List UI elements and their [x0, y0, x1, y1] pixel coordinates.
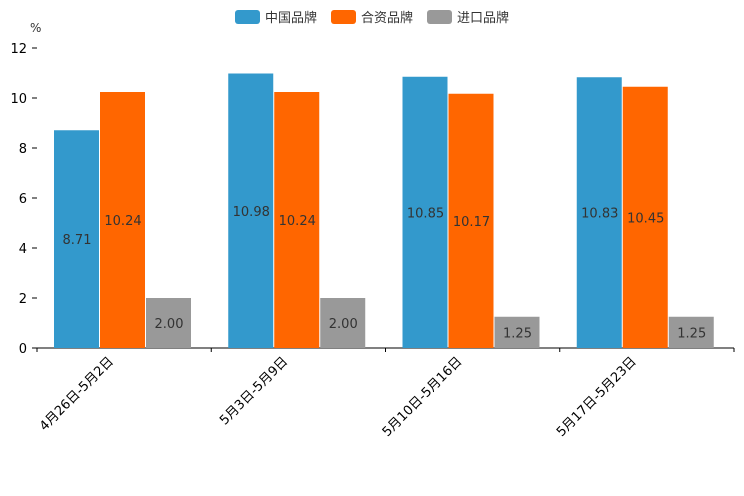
- legend-label-imported: 进口品牌: [457, 11, 510, 26]
- legend-swatch-joint-venture: [330, 9, 356, 24]
- data-label: 10.45: [627, 211, 664, 226]
- data-label: 2.00: [329, 317, 358, 332]
- data-label: 10.17: [453, 215, 490, 230]
- data-label: 10.85: [407, 206, 444, 221]
- legend-item-china[interactable]: 中国品牌: [234, 7, 317, 26]
- y-tick-label: 0: [19, 342, 27, 357]
- bar: [54, 130, 99, 348]
- bar: [320, 298, 366, 348]
- legend-item-imported[interactable]: 进口品牌: [427, 7, 509, 26]
- legend-swatch-china: [234, 9, 260, 24]
- bar: [668, 316, 714, 348]
- legend-swatch-imported: [427, 9, 452, 24]
- y-axis-unit: %: [30, 21, 42, 35]
- data-label: 10.24: [279, 214, 316, 229]
- bar: [494, 316, 540, 348]
- x-tick-label: 5月3日-5月9日: [217, 354, 291, 428]
- legend: 中国品牌 合资品牌 进口品牌: [0, 7, 744, 26]
- legend-label-joint-venture: 合资品牌: [360, 11, 413, 26]
- bar: [274, 92, 320, 348]
- bar: [576, 77, 622, 348]
- legend-item-joint-venture[interactable]: 合资品牌: [330, 7, 413, 26]
- legend-label-china: 中国品牌: [264, 11, 317, 26]
- y-tick-label: 8: [19, 142, 27, 157]
- bar: [448, 93, 494, 348]
- data-label: 10.98: [233, 205, 270, 220]
- x-tick-label: 5月10日-5月16日: [380, 354, 466, 440]
- data-label: 10.24: [104, 214, 141, 229]
- y-tick-label: 6: [19, 192, 27, 207]
- y-tick-label: 2: [19, 292, 27, 307]
- bar: [402, 76, 448, 348]
- data-label: 10.83: [581, 207, 618, 222]
- x-tick-label: 5月17日-5月23日: [554, 354, 640, 440]
- y-tick-label: 10: [10, 92, 27, 107]
- data-label: 1.25: [503, 326, 532, 341]
- data-label: 1.25: [677, 326, 706, 341]
- bar: [228, 73, 274, 348]
- bar: [622, 86, 668, 348]
- data-label: 2.00: [155, 317, 184, 332]
- y-tick-label: 12: [10, 42, 27, 57]
- y-tick-label: 4: [19, 242, 27, 257]
- x-tick-label: 4月26日-5月2日: [37, 354, 117, 434]
- bar: [146, 298, 191, 348]
- data-label: 8.71: [63, 233, 92, 248]
- bar: [100, 92, 145, 348]
